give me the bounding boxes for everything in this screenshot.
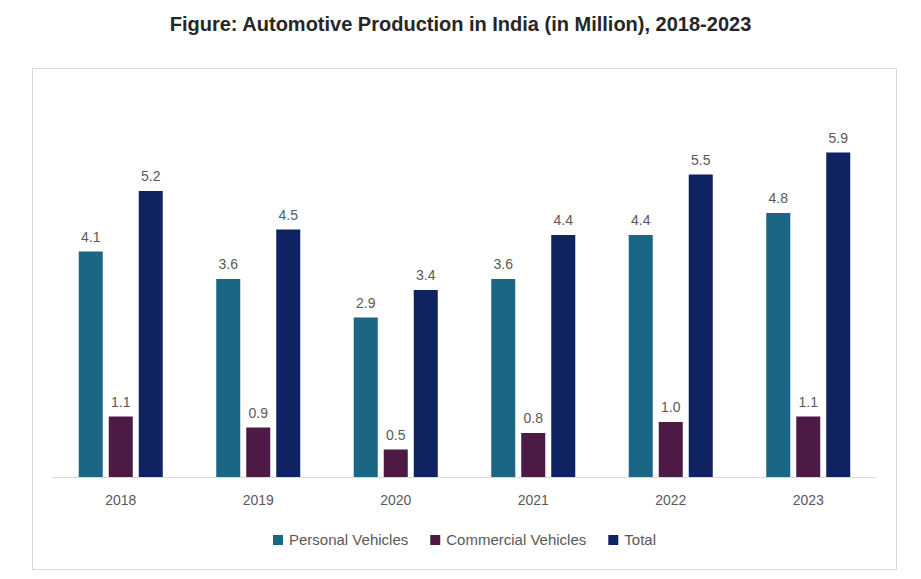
- legend-item: Total: [608, 531, 656, 548]
- legend-swatch: [608, 535, 618, 545]
- data-label: 0.8: [524, 410, 544, 426]
- legend: Personal Vehicles Commercial Vehicles Tota…: [273, 531, 656, 548]
- data-label: 4.4: [631, 212, 651, 228]
- legend-item: Commercial Vehicles: [430, 531, 586, 548]
- bar: [384, 450, 408, 478]
- bars: [79, 153, 851, 478]
- data-label: 4.1: [81, 229, 101, 245]
- bar: [109, 417, 133, 478]
- data-label: 0.9: [249, 405, 269, 421]
- bar: [766, 213, 790, 477]
- data-label: 5.9: [829, 130, 849, 146]
- data-label: 1.1: [799, 394, 819, 410]
- x-tick-label: 2022: [655, 492, 686, 508]
- chart-svg: Figure: Automotive Production in India (…: [0, 0, 921, 579]
- data-label: 2.9: [356, 295, 376, 311]
- data-label: 4.5: [279, 207, 299, 223]
- data-label: 0.5: [386, 427, 406, 443]
- legend-swatch: [430, 535, 440, 545]
- x-tick-label: 2018: [105, 492, 136, 508]
- bar: [246, 428, 270, 478]
- legend-item: Personal Vehicles: [273, 531, 408, 548]
- legend-label: Commercial Vehicles: [446, 531, 586, 548]
- data-label: 1.1: [111, 394, 131, 410]
- data-label: 3.4: [416, 267, 436, 283]
- bar: [826, 153, 850, 478]
- bar: [354, 318, 378, 478]
- bar: [79, 252, 103, 478]
- bar: [276, 230, 300, 478]
- data-label: 1.0: [661, 399, 681, 415]
- bar: [659, 422, 683, 477]
- legend-label: Total: [624, 531, 656, 548]
- bar: [551, 235, 575, 477]
- bar: [414, 290, 438, 477]
- legend-label: Personal Vehicles: [289, 531, 408, 548]
- data-labels: 4.1 3.6 2.9 3.6 4.4 4.8 1.1 0.9 0.5 0.8 1.0 1.1 5.2 4…: [81, 130, 848, 443]
- chart-root: Figure: Automotive Production in India (…: [0, 0, 921, 579]
- bar: [491, 279, 515, 477]
- x-tick-label: 2020: [380, 492, 411, 508]
- x-tick-label: 2021: [518, 492, 549, 508]
- bar: [796, 417, 820, 478]
- x-axis-line: [52, 477, 877, 478]
- title: Figure: Automotive Production in India (…: [170, 13, 752, 35]
- data-label: 3.6: [219, 256, 239, 272]
- legend-swatch: [273, 535, 283, 545]
- data-label: 5.2: [141, 168, 161, 184]
- data-label: 3.6: [494, 256, 514, 272]
- data-label: 5.5: [691, 152, 711, 168]
- x-tick-label: 2023: [793, 492, 824, 508]
- bar: [689, 175, 713, 478]
- bar: [216, 279, 240, 477]
- data-label: 4.4: [554, 212, 574, 228]
- bar: [139, 191, 163, 477]
- bar: [629, 235, 653, 477]
- x-tick-label: 2019: [243, 492, 274, 508]
- bar: [521, 433, 545, 477]
- data-label: 4.8: [769, 190, 789, 206]
- chart-frame: [33, 69, 897, 570]
